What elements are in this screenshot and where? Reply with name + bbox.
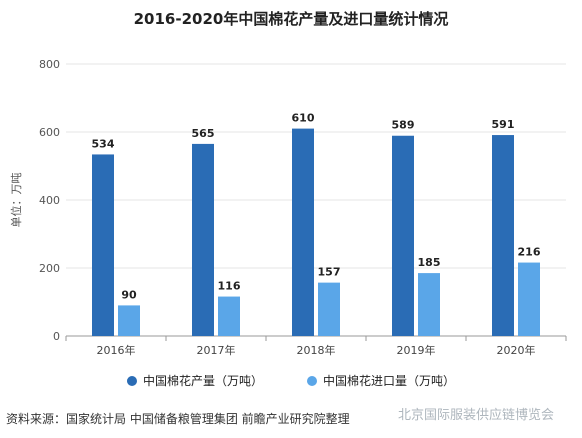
data-label: 185 — [418, 256, 441, 269]
x-tick-label: 2016年 — [97, 343, 136, 357]
data-label: 534 — [92, 137, 115, 150]
bar-production — [492, 135, 514, 336]
bar-import — [418, 273, 440, 336]
chart-title: 2016-2020年中国棉花产量及进口量统计情况 — [133, 10, 449, 28]
data-label: 216 — [518, 246, 541, 259]
data-label: 90 — [121, 288, 137, 301]
bar-import — [118, 305, 140, 336]
legend-item-production: 中国棉花产量（万吨） — [126, 372, 263, 389]
axes: 0 200 400 600 800 2016年 2017年 2018年 2019年 2020年 — [39, 58, 567, 357]
bars — [92, 128, 540, 336]
legend-label-import: 中国棉花进口量（万吨） — [323, 374, 456, 388]
legend-item-import: 中国棉花进口量（万吨） — [307, 372, 455, 389]
x-tick-label: 2018年 — [297, 343, 336, 357]
x-tick-label: 2017年 — [197, 343, 236, 357]
legend-swatch-import — [307, 375, 317, 386]
data-label: 610 — [292, 112, 315, 125]
x-tick-label: 2019年 — [397, 343, 436, 357]
bar-production — [292, 128, 314, 336]
data-label: 116 — [218, 280, 241, 293]
bar-import — [518, 262, 540, 336]
bar-import — [318, 282, 340, 336]
y-tick-label: 200 — [39, 262, 60, 275]
legend-label-production: 中国棉花产量（万吨） — [142, 374, 263, 388]
legend: 中国棉花产量（万吨） 中国棉花进口量（万吨） — [0, 372, 582, 389]
watermark-text: 北京国际服装供应链博览会 — [398, 408, 555, 423]
data-label: 157 — [318, 266, 341, 279]
y-tick-label: 0 — [53, 330, 60, 343]
bar-production — [192, 143, 214, 336]
data-label: 591 — [492, 118, 515, 131]
bar-production — [92, 154, 114, 336]
y-tick-label: 600 — [39, 126, 60, 139]
y-axis-label: 单位：万吨 — [9, 173, 23, 228]
bar-production — [392, 135, 414, 336]
y-tick-label: 800 — [39, 58, 60, 71]
data-label: 565 — [192, 127, 215, 140]
x-tick-label: 2020年 — [497, 343, 536, 357]
data-labels: 534 90 565 116 610 157 589 185 591 216 — [92, 112, 541, 302]
bar-import — [218, 296, 240, 336]
source-note: 资料来源：国家统计局 中国储备粮管理集团 前瞻产业研究院整理 — [6, 412, 350, 426]
y-tick-label: 400 — [39, 194, 60, 207]
legend-swatch-production — [126, 375, 137, 386]
data-label: 589 — [392, 119, 415, 132]
grid-lines — [66, 63, 566, 269]
